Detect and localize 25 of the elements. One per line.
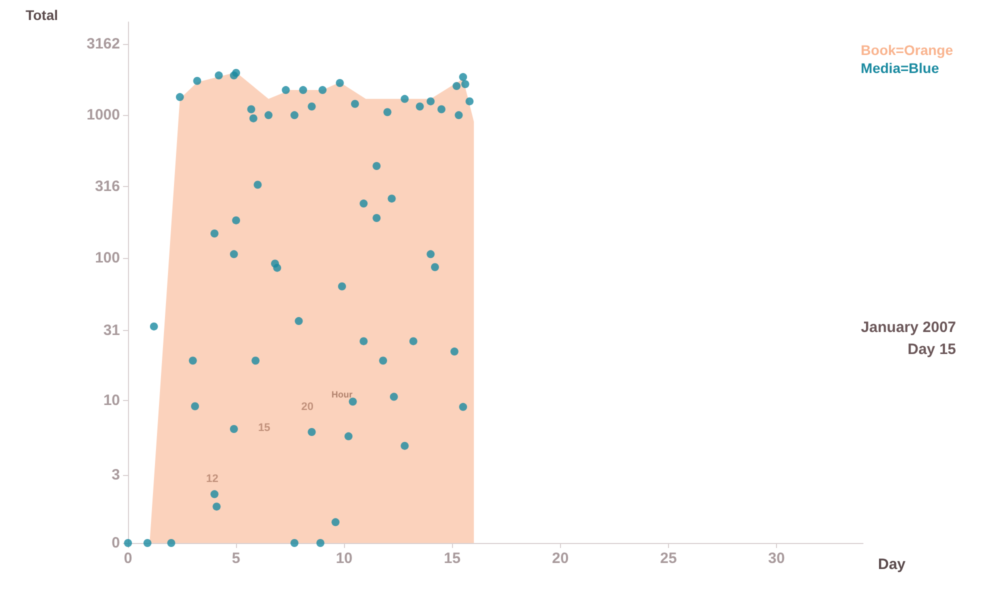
x-tick-label: 20 bbox=[552, 550, 569, 567]
y-tick-label: 1000 bbox=[86, 106, 120, 124]
y-tick-label: 10 bbox=[103, 392, 120, 409]
annotation: 15 bbox=[258, 422, 270, 434]
y-tick-label: 3162 bbox=[86, 35, 120, 52]
annotation: 12 bbox=[206, 473, 218, 486]
y-tick-label: 316 bbox=[94, 178, 120, 196]
text: Day 15 bbox=[908, 341, 956, 358]
y-axis-title: Total bbox=[26, 7, 58, 23]
y-tick-label: 0 bbox=[112, 534, 120, 552]
text: Book=Orange bbox=[860, 42, 954, 58]
y-tick-label: 31 bbox=[103, 322, 120, 339]
x-tick-label: 5 bbox=[232, 550, 240, 567]
x-tick-label: 30 bbox=[768, 550, 785, 567]
text: Media=Blue bbox=[860, 60, 940, 76]
annotation: January 2007 bbox=[860, 319, 956, 336]
x-tick-label: 10 bbox=[336, 550, 353, 567]
x-tick-label: 15 bbox=[444, 550, 461, 567]
y-tick-label: 3 bbox=[112, 466, 120, 484]
annotation: 20 bbox=[301, 400, 314, 413]
x-axis-title: Day bbox=[878, 556, 906, 573]
y-tick-label: 100 bbox=[94, 249, 120, 266]
annotation: Hour bbox=[332, 389, 354, 400]
x-tick-label: 25 bbox=[660, 550, 677, 567]
x-tick-label: 0 bbox=[124, 550, 132, 567]
